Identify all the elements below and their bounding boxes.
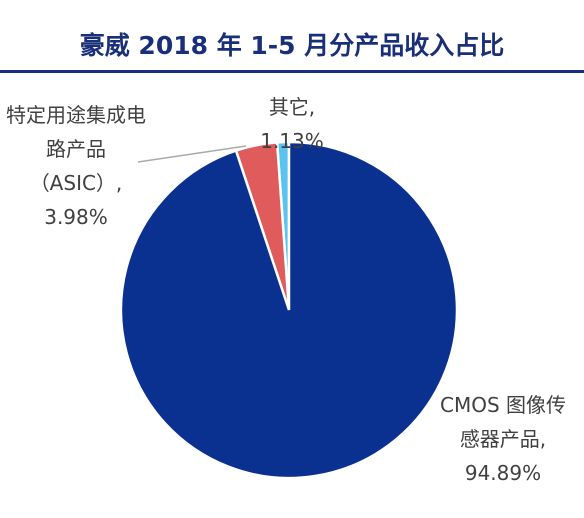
pie-slice — [119, 140, 459, 480]
slice-label: 特定用途集成电路产品（ASIC）, 3.98% — [6, 98, 146, 234]
value-label: 3.98% — [44, 205, 108, 229]
leader-line — [137, 145, 247, 163]
label-category: CMOS 图像传感器产品, — [439, 393, 566, 451]
slice-label: CMOS 图像传感器产品, 94.89% — [438, 388, 568, 490]
value-label: 94.89% — [464, 461, 542, 485]
chart-title: 豪威 2018 年 1-5 月分产品收入占比 — [79, 31, 505, 60]
label-category: 特定用途集成电路产品（ASIC）, — [6, 103, 146, 195]
value-label: 1.13% — [260, 129, 324, 153]
title-rule — [0, 70, 584, 73]
slice-label: 其它, 1.13% — [252, 90, 332, 158]
label-category: 其它, — [268, 95, 316, 119]
